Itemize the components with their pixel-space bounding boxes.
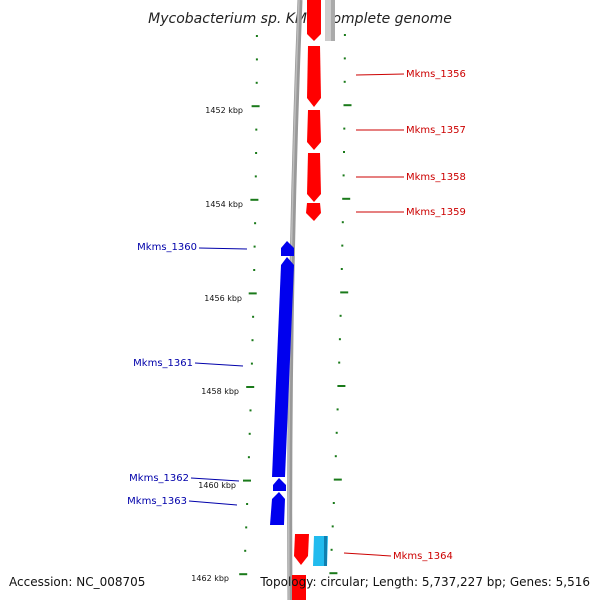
scale-track-left xyxy=(239,35,260,576)
scale-tick-minor xyxy=(247,456,250,459)
scale-track-right xyxy=(329,34,352,575)
scale-tick-minor xyxy=(335,431,338,434)
gene-label-mkms-1363[interactable]: Mkms_1363 xyxy=(127,496,187,507)
gene-arrow-mkms-1364[interactable] xyxy=(294,534,309,565)
leader-mkms-1360 xyxy=(198,247,248,250)
scale-tick-minor xyxy=(343,57,346,60)
scale-tick-minor xyxy=(332,502,335,504)
scale-tick-minor xyxy=(250,362,253,365)
scale-labels: 1452 kbp 1454 kbp 1456 kbp 1458 kbp 1460… xyxy=(191,106,243,583)
gray-feature-top xyxy=(325,0,335,41)
scale-tick-minor xyxy=(338,361,341,364)
scale-tick-minor xyxy=(343,127,346,130)
scale-tick-minor xyxy=(254,222,257,225)
leader-mkms-1363 xyxy=(188,500,238,506)
scale-tick-minor xyxy=(336,408,339,411)
leader-mkms-1362 xyxy=(190,477,240,482)
scale-tick-major xyxy=(337,385,346,387)
scale-tick-minor xyxy=(248,432,251,435)
scale-tick-minor xyxy=(334,455,337,458)
gene-arrow-mkms-1357[interactable] xyxy=(307,110,321,150)
gene-label-mkms-1364[interactable]: Mkms_1364 xyxy=(393,551,453,562)
gene-arrow-mkms-1358[interactable] xyxy=(307,153,321,202)
gene-arrow-mkms-1362[interactable] xyxy=(273,478,286,491)
scale-label: 1458 kbp xyxy=(201,387,239,396)
scale-tick-major xyxy=(329,572,338,575)
scale-tick-major xyxy=(248,292,257,295)
scale-tick-minor xyxy=(343,34,346,36)
genome-summary-text: Topology: circular; Length: 5,737,227 bp… xyxy=(259,575,590,589)
leader-mkms-1356 xyxy=(355,73,405,76)
reverse-strand-genes xyxy=(270,241,294,525)
gene-arrow-mkms-1356[interactable] xyxy=(307,46,321,107)
leader-mkms-1361 xyxy=(194,362,244,367)
gene-arrow-next[interactable] xyxy=(292,575,306,600)
scale-tick-major xyxy=(246,386,255,388)
scale-tick-minor xyxy=(338,338,341,341)
scale-tick-major xyxy=(251,105,260,108)
scale-tick-major xyxy=(239,573,248,576)
gene-label-mkms-1357[interactable]: Mkms_1357 xyxy=(406,125,466,136)
scale-tick-minor xyxy=(339,314,342,317)
scale-tick-minor xyxy=(340,268,343,270)
scale-tick-minor xyxy=(341,244,344,247)
scale-tick-minor xyxy=(249,409,252,412)
scale-tick-minor xyxy=(341,221,344,224)
scale-label: 1462 kbp xyxy=(191,574,229,583)
accession-text: Accession: NC_008705 xyxy=(9,575,145,589)
scale-tick-minor xyxy=(251,339,254,342)
scale-tick-minor xyxy=(246,503,249,505)
scale-tick-minor xyxy=(331,525,334,528)
scale-tick-major xyxy=(342,197,351,200)
scale-tick-minor xyxy=(252,315,255,318)
scale-tick-minor xyxy=(330,548,333,551)
scale-tick-minor xyxy=(254,175,257,178)
scale-tick-major xyxy=(250,198,259,201)
scale-tick-minor xyxy=(253,245,256,248)
gray-feature-top-shade xyxy=(331,0,335,41)
scale-label: 1456 kbp xyxy=(204,294,242,303)
scale-label: 1460 kbp xyxy=(198,481,236,490)
scale-tick-minor xyxy=(255,35,258,37)
gene-arrow-mkms-1360[interactable] xyxy=(281,241,294,256)
gene-arrow-mkms-1359[interactable] xyxy=(306,203,321,221)
feature-cyan-shade xyxy=(324,536,327,566)
forward-strand-genes xyxy=(292,0,321,600)
scale-tick-minor xyxy=(253,269,256,271)
scale-tick-minor xyxy=(255,152,258,154)
scale-tick-minor xyxy=(244,549,247,552)
scale-tick-major xyxy=(333,478,342,481)
gene-arrow-mkms-1363[interactable] xyxy=(270,492,285,525)
scale-label: 1452 kbp xyxy=(205,106,243,115)
scale-tick-major xyxy=(340,291,349,294)
gene-label-mkms-1360[interactable]: Mkms_1360 xyxy=(137,242,197,253)
gene-label-mkms-1356[interactable]: Mkms_1356 xyxy=(406,69,466,80)
scale-label: 1454 kbp xyxy=(205,200,243,209)
scale-tick-major xyxy=(343,104,352,107)
scale-tick-minor xyxy=(245,526,248,529)
gene-label-mkms-1359[interactable]: Mkms_1359 xyxy=(406,207,466,218)
scale-tick-minor xyxy=(255,128,258,131)
scale-tick-minor xyxy=(343,80,346,83)
gene-label-mkms-1358[interactable]: Mkms_1358 xyxy=(406,172,466,183)
gene-label-mkms-1361[interactable]: Mkms_1361 xyxy=(133,358,193,369)
label-leaders xyxy=(188,73,405,557)
gene-arrow-partial[interactable] xyxy=(307,0,321,41)
scale-tick-minor xyxy=(342,174,345,177)
gene-labels: Mkms_1356 Mkms_1357 Mkms_1358 Mkms_1359 … xyxy=(127,69,466,562)
gene-arrow-mkms-1361[interactable] xyxy=(272,257,294,477)
leader-mkms-1364 xyxy=(343,552,392,557)
scale-tick-major xyxy=(243,479,251,482)
gene-label-mkms-1362[interactable]: Mkms_1362 xyxy=(129,473,189,484)
scale-tick-minor xyxy=(255,58,258,61)
scale-tick-minor xyxy=(343,151,345,153)
scale-tick-minor xyxy=(255,81,258,84)
